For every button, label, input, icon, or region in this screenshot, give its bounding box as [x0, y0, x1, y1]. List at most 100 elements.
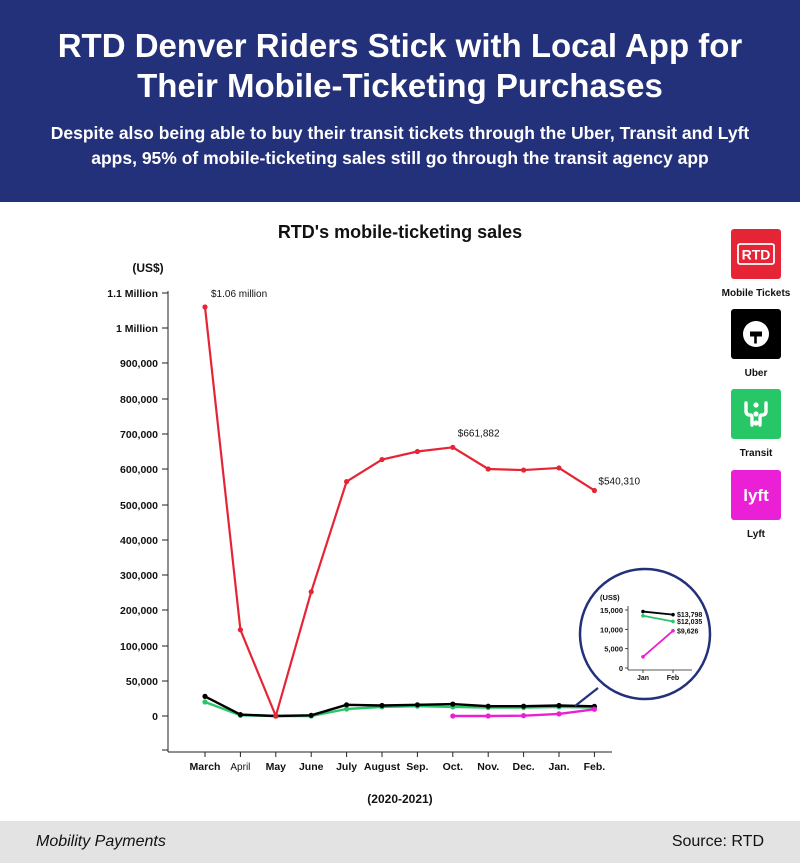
inset-zoom-circle: [578, 567, 712, 701]
y-tick-label-100-000: 100,000: [120, 641, 158, 653]
y-tick-label-1-1-million: 1.1 Million: [107, 288, 158, 300]
data-point-transit: [202, 699, 208, 705]
x-tick-label-dec: Dec.: [513, 761, 535, 773]
inset-y-axis-label: (US$): [600, 593, 620, 602]
inset-x-tick-label-feb: Feb: [667, 675, 679, 682]
inset-data-point-uber: [671, 612, 675, 617]
footer-source: Source: RTD: [671, 833, 764, 850]
inset-series-line-transit: [642, 614, 674, 623]
x-tick-label-june: June: [299, 761, 324, 773]
inset-data-point-transit: [671, 619, 675, 624]
x-axis-label: (2020-2021): [367, 792, 432, 806]
inset-y-tick-label-0: 0: [619, 664, 623, 673]
data-point-uber: [308, 712, 314, 718]
rtd-logo-icon: RTD: [731, 229, 781, 279]
data-point-mobile-tickets: [485, 466, 491, 472]
data-point-uber: [521, 703, 527, 709]
legend-label-uber: Uber: [744, 368, 768, 379]
data-point-uber: [450, 701, 456, 707]
x-tick-label-march: March: [190, 761, 221, 773]
lyft-logo-icon: lyft: [731, 470, 781, 520]
page-subtitle: Despite also being able to buy their tra…: [50, 123, 750, 168]
annotation-1-06-million: $1.06 million: [211, 289, 267, 300]
data-point-mobile-tickets: [556, 465, 562, 471]
legend-item-mobile-tickets: RTD Mobile Tickets: [716, 229, 796, 299]
inset-data-point-lyft: [641, 654, 645, 659]
x-tick-label-april: April: [230, 762, 250, 773]
x-tick-label-august: August: [364, 761, 401, 773]
header-banner: RTD Denver Riders Stick with Local App f…: [0, 0, 800, 202]
x-tick-label-july: July: [336, 761, 357, 773]
data-point-mobile-tickets: [591, 487, 598, 494]
svg-text:RTD: RTD: [742, 247, 771, 263]
inset-series-line-uber: [642, 610, 674, 616]
inset-data-point-transit: [641, 614, 645, 618]
inset-connector: [574, 687, 599, 707]
series-line-mobile-tickets: [203, 306, 595, 718]
legend-item-transit: Transit: [716, 389, 796, 459]
footer-brand: Mobility Payments: [36, 833, 166, 850]
sales-chart: RTD's mobile-ticketing sales (US$) (2020-2…: [107, 222, 712, 806]
y-tick-label-50-000: 50,000: [126, 676, 158, 688]
x-tick-label-may: May: [266, 761, 287, 773]
y-tick-label-900-000: 900,000: [120, 358, 158, 370]
annotation-540-310: $540,310: [598, 476, 640, 487]
data-point-transit: [344, 706, 350, 712]
data-point-uber: [379, 702, 385, 709]
legend-label-transit: Transit: [739, 448, 773, 459]
inset-y-tick-label-15-000: 15,000: [600, 606, 623, 615]
data-point-mobile-tickets: [273, 713, 279, 719]
data-point-lyft: [556, 711, 562, 717]
data-point-uber: [556, 702, 562, 709]
inset-end-label-uber: $13,798: [677, 612, 702, 619]
data-point-mobile-tickets: [308, 589, 314, 595]
y-tick-label-500-000: 500,000: [120, 500, 158, 512]
data-point-mobile-tickets: [414, 448, 420, 455]
inset-series-line-lyft: [642, 630, 674, 658]
chart-title: RTD's mobile-ticketing sales: [278, 222, 522, 242]
inset-end-label-lyft: $9,626: [677, 628, 699, 635]
y-tick-label-800-000: 800,000: [120, 394, 158, 406]
svg-text:lyft: lyft: [743, 486, 769, 505]
y-tick-label-600-000: 600,000: [120, 464, 158, 476]
data-point-uber: [344, 702, 350, 708]
data-point-mobile-tickets: [450, 444, 456, 450]
data-point-lyft: [591, 706, 598, 712]
y-tick-label-200-000: 200,000: [120, 605, 158, 617]
series-line-uber: [204, 695, 595, 718]
transit-logo-icon: [731, 389, 781, 439]
data-point-lyft: [521, 713, 527, 719]
y-axis-label: (US$): [132, 261, 163, 275]
y-tick-label-400-000: 400,000: [120, 535, 158, 547]
footer-bar: Mobility Payments Source: RTD: [0, 821, 800, 863]
inset-end-label-transit: $12,035: [677, 619, 702, 626]
x-tick-label-feb: Feb.: [584, 761, 606, 773]
legend-label-lyft: Lyft: [747, 529, 765, 540]
x-tick-label-nov: Nov.: [477, 761, 499, 773]
inset-y-tick-label-5-000: 5,000: [604, 645, 623, 654]
inset-data-point-uber: [641, 609, 645, 614]
uber-logo-icon: [731, 309, 781, 359]
inset-x-tick-label-jan: Jan: [637, 675, 649, 682]
legend-item-lyft: lyft Lyft: [716, 470, 796, 540]
y-tick-label-300-000: 300,000: [120, 570, 158, 582]
x-tick-label-jan: Jan.: [548, 761, 569, 773]
data-point-lyft: [450, 713, 456, 719]
legend-label-mobile-tickets: Mobile Tickets: [721, 288, 791, 299]
data-point-uber: [414, 702, 420, 708]
data-point-mobile-tickets: [237, 627, 243, 633]
data-point-uber: [202, 693, 208, 699]
page-title: RTD Denver Riders Stick with Local App f…: [57, 27, 743, 104]
y-tick-label-1-million: 1 Million: [116, 323, 158, 335]
data-point-mobile-tickets: [202, 304, 208, 310]
data-point-mobile-tickets: [379, 456, 385, 463]
x-tick-label-sep: Sep.: [406, 761, 428, 773]
data-point-mobile-tickets: [521, 467, 527, 473]
data-point-uber: [237, 712, 243, 718]
y-tick-label-0: 0: [152, 711, 158, 723]
inset-data-point-lyft: [671, 628, 675, 633]
inset-y-tick-label-10-000: 10,000: [600, 625, 623, 634]
data-point-mobile-tickets: [344, 479, 350, 485]
annotation-661-882: $661,882: [458, 428, 500, 439]
data-point-lyft: [485, 713, 491, 719]
